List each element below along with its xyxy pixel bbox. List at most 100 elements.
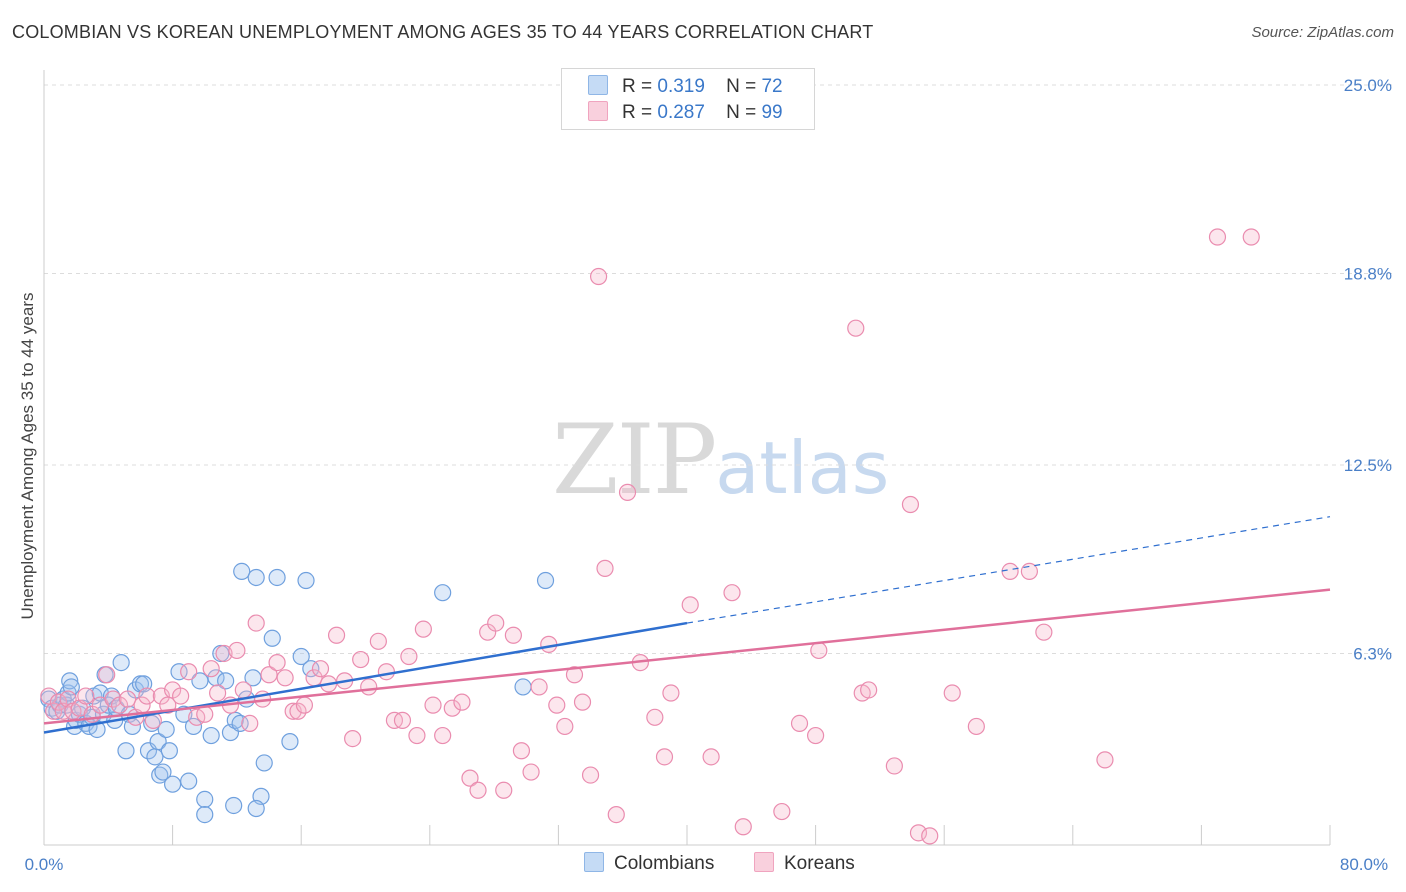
data-point xyxy=(202,660,220,678)
data-point xyxy=(276,669,294,687)
data-point xyxy=(512,742,531,760)
data-point xyxy=(646,708,664,726)
y-tick-label: 18.8% xyxy=(1344,264,1392,283)
data-point xyxy=(297,571,315,590)
trend-line-colombians xyxy=(43,621,688,734)
data-point xyxy=(495,781,513,799)
data-point xyxy=(400,647,418,666)
data-point xyxy=(225,796,243,815)
source-label: Source: ZipAtlas.com xyxy=(1251,24,1394,41)
data-point xyxy=(734,818,752,836)
data-point xyxy=(170,663,188,681)
data-point xyxy=(352,650,370,669)
legend-row-koreans: R = 0.287 N = 99 xyxy=(588,101,783,125)
legend-label-koreans: Koreans xyxy=(784,853,855,874)
data-point xyxy=(209,684,227,702)
data-point xyxy=(180,772,198,790)
data-point xyxy=(228,641,246,660)
data-point xyxy=(234,681,252,699)
data-point xyxy=(806,726,825,745)
legend-swatch-colombians xyxy=(584,852,604,872)
watermark: ZIPatlas xyxy=(552,404,889,516)
series-colombians xyxy=(40,562,555,824)
data-point xyxy=(573,693,592,711)
data-point xyxy=(112,653,130,672)
data-point xyxy=(77,687,95,705)
legend-n-value: 72 xyxy=(761,76,783,97)
legend-swatch-koreans xyxy=(588,101,608,121)
data-point xyxy=(1242,228,1260,246)
data-point xyxy=(434,726,452,745)
chart-title: COLOMBIAN VS KOREAN UNEMPLOYMENT AMONG A… xyxy=(12,22,874,42)
data-point xyxy=(1001,562,1019,581)
x-tick-label: 80.0% xyxy=(1340,855,1388,874)
data-point xyxy=(655,748,674,766)
data-point xyxy=(196,790,214,809)
legend-r-label: R = xyxy=(622,102,653,123)
legend-swatch-colombians xyxy=(588,75,608,95)
data-point xyxy=(268,653,286,672)
legend-r-value: 0.319 xyxy=(657,76,705,97)
data-point xyxy=(1035,623,1053,641)
data-point xyxy=(118,690,137,708)
data-point xyxy=(149,733,167,751)
y-tick-label: 12.5% xyxy=(1344,456,1392,475)
data-point xyxy=(215,644,233,663)
legend-item-colombians[interactable]: Colombians xyxy=(584,852,714,875)
data-point xyxy=(530,678,548,696)
data-point xyxy=(773,802,791,821)
data-point xyxy=(98,666,116,684)
data-point xyxy=(434,584,452,602)
data-point xyxy=(244,669,262,687)
legend-swatch-koreans xyxy=(754,852,774,872)
data-point xyxy=(146,748,164,766)
data-point xyxy=(88,720,106,739)
data-point xyxy=(681,596,699,614)
data-point xyxy=(231,714,249,733)
data-point xyxy=(217,672,235,690)
y-tick-label: 6.3% xyxy=(1353,644,1392,663)
axes xyxy=(43,70,1331,846)
legend-item-koreans[interactable]: Koreans xyxy=(754,852,855,875)
data-point xyxy=(40,687,58,705)
legend-series: Colombians Koreans xyxy=(0,852,1406,878)
data-point xyxy=(191,672,209,690)
data-point xyxy=(1208,228,1227,246)
data-point xyxy=(607,805,625,824)
data-point xyxy=(393,711,412,729)
data-point xyxy=(369,632,387,650)
data-point xyxy=(151,766,169,784)
data-point xyxy=(281,733,299,751)
data-point xyxy=(453,693,471,711)
legend-n-label: N = xyxy=(726,76,757,97)
data-point xyxy=(556,717,574,736)
data-point xyxy=(164,775,182,793)
legend-row-colombians: R = 0.319 N = 72 xyxy=(588,75,783,99)
legend-r-label: R = xyxy=(622,76,653,97)
data-point xyxy=(160,742,178,760)
data-point xyxy=(247,568,265,587)
data-point xyxy=(548,696,566,714)
data-point xyxy=(885,757,903,775)
trend-line-colombians-extension xyxy=(686,516,1331,624)
watermark-zip: ZIP xyxy=(552,404,717,516)
data-point xyxy=(207,669,225,687)
data-point xyxy=(104,690,122,708)
data-point xyxy=(443,699,461,717)
data-point xyxy=(1096,751,1114,769)
data-point xyxy=(233,562,251,581)
data-point xyxy=(327,626,346,644)
data-point xyxy=(157,720,175,739)
data-point xyxy=(921,827,939,845)
data-point xyxy=(909,824,928,842)
data-point xyxy=(255,754,273,772)
data-point xyxy=(196,705,214,723)
data-point xyxy=(810,641,828,660)
data-point xyxy=(565,666,584,684)
data-point xyxy=(943,684,961,702)
data-point xyxy=(61,672,79,690)
legend-stats: R = 0.319 N = 72 R = 0.287 N = 99 xyxy=(561,68,815,130)
data-point xyxy=(117,742,135,760)
data-point xyxy=(723,584,741,602)
data-point xyxy=(360,678,378,696)
